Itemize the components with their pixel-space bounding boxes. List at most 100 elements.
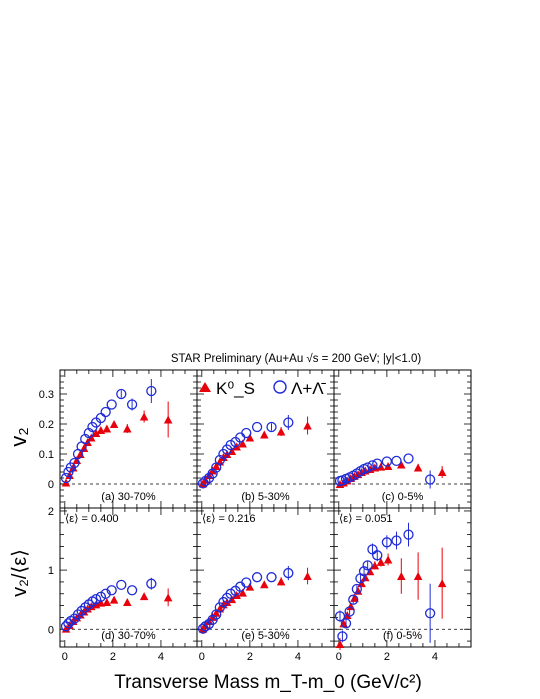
k0s-point [413, 463, 423, 472]
k0s-point [383, 555, 393, 564]
k0s-point [109, 420, 119, 428]
k0s-point [139, 592, 149, 601]
lambda-point [391, 455, 402, 467]
lambda-point [214, 454, 225, 466]
lambda-point [207, 468, 218, 479]
y-axis-title-v2: v₂ [6, 427, 31, 447]
k0s-point [96, 598, 106, 607]
k0s-point [91, 429, 101, 437]
k0s-point [397, 460, 406, 469]
panel-label: (e) 5-30% [241, 630, 290, 642]
lambda-point [100, 588, 111, 599]
lambda-point [83, 427, 94, 439]
k0s-point [260, 430, 269, 439]
lambda-point [126, 399, 138, 410]
k0s-point [163, 415, 173, 424]
lambda-point [197, 478, 209, 489]
legend-k0s-label: K⁰_S [216, 379, 255, 398]
lambda-point [241, 577, 252, 588]
x-tick-label: 2 [110, 651, 116, 663]
lambda-point [340, 618, 352, 629]
k0s-point [397, 572, 406, 581]
k0s-point [204, 616, 214, 625]
lambda-point [367, 460, 378, 471]
lambda-point [146, 385, 157, 397]
lambda-point [403, 529, 414, 540]
k0s-point [139, 412, 149, 421]
x-tick-label: 0 [62, 651, 68, 663]
y-tick-label: 2 [48, 506, 54, 518]
lambda-point [344, 606, 355, 617]
lambda-point [283, 567, 294, 579]
lambda-point [106, 585, 117, 596]
lambda-point [362, 462, 373, 473]
lambda-point [69, 457, 80, 469]
lambda-point [116, 388, 127, 400]
lambda-point [83, 599, 94, 610]
lambda-point [334, 611, 346, 622]
lambda-point [80, 433, 91, 445]
lambda-point [72, 609, 84, 620]
lambda-point [90, 593, 102, 605]
lambda-point [358, 566, 370, 577]
legend-lambda-label: Λ+Λ̄ [291, 379, 327, 398]
k0s-point [163, 593, 173, 602]
lambda-point [362, 560, 373, 571]
lambda-point [391, 535, 402, 546]
k0s-point [413, 572, 423, 581]
lambda-point [116, 579, 127, 591]
x-tick-label: 0 [199, 651, 205, 663]
k0s-point [303, 572, 312, 581]
lambda-point [351, 583, 362, 595]
lambda-point [106, 399, 117, 410]
lambda-point [241, 427, 252, 439]
eccentricity-label: ⟨ε⟩ = 0.051 [339, 513, 393, 525]
panel-frame [196, 507, 335, 648]
eccentricity-label: ⟨ε⟩ = 0.400 [65, 513, 119, 525]
k0s-point [335, 640, 345, 649]
x-tick-label: 2 [384, 651, 390, 663]
k0s-point [437, 468, 447, 476]
y-tick-label: 0.3 [39, 389, 54, 401]
k0s-point [245, 433, 255, 442]
k0s-point [238, 588, 247, 597]
k0s-point [102, 598, 112, 607]
legend-k0s-marker [199, 382, 211, 392]
panel-label: (a) 30-70% [101, 491, 156, 503]
y-axis-title-v2-over-eps: v₂/⟨ε⟩ [9, 549, 31, 597]
k0s-point [350, 593, 359, 602]
y-tick-label: 0 [48, 624, 54, 636]
lambda-point [76, 605, 87, 617]
eccentricity-label: ⟨ε⟩ = 0.216 [202, 513, 256, 525]
k0s-point [123, 424, 132, 433]
lambda-point [266, 421, 277, 433]
lambda-point [424, 608, 436, 619]
k0s-point [276, 577, 286, 586]
x-tick-label: 2 [247, 651, 253, 663]
panel-frame [333, 507, 472, 648]
lambda-point [424, 474, 436, 485]
panel-label: (c) 0-5% [382, 491, 424, 503]
x-tick-label: 4 [158, 651, 164, 663]
lambda-point [372, 458, 383, 469]
k0s-point [437, 579, 447, 588]
k0s-point [102, 424, 112, 433]
lambda-point [348, 594, 359, 605]
k0s-point [303, 421, 312, 430]
panel-label: (b) 5-30% [241, 491, 290, 503]
legend: K⁰_S Λ+Λ̄ [199, 379, 327, 398]
k0s-point [109, 595, 119, 604]
y-tick-label: 1 [48, 565, 54, 577]
panel-6: 0 2 4 (f) 0-5% ⟨ε⟩ = 0.051 [333, 507, 472, 663]
lambda-point [381, 537, 393, 548]
panel-3: (c) 0-5% [333, 369, 472, 509]
chart-title: STAR Preliminary (Au+Au √s = 200 GeV; |y… [171, 352, 422, 365]
panels: 0 0.1 0.2 0.3 (a) 30-70% (b) 5-30% (c) 0-5% 0 1 2… [39, 369, 472, 663]
panel-4: 0 1 2 0 2 4(d) 30-70% ⟨ε⟩ = 0.400 [48, 506, 198, 663]
lambda-point [207, 614, 218, 625]
y-tick-label: 0.2 [39, 419, 54, 431]
lambda-point [146, 578, 157, 589]
x-tick-label: 4 [432, 651, 438, 663]
lambda-point [214, 602, 225, 613]
